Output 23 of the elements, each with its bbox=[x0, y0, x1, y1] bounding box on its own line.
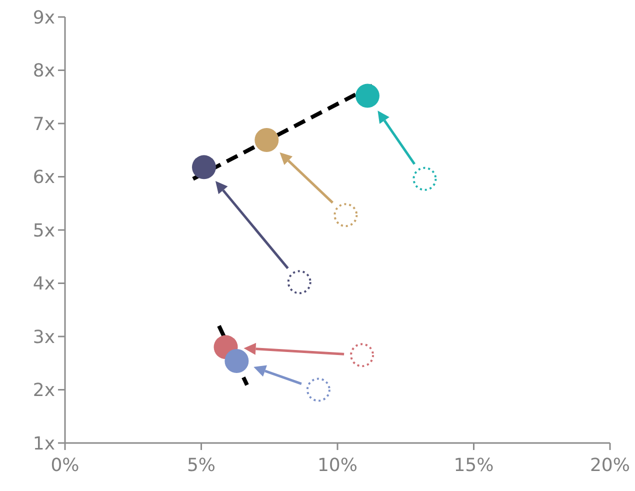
y-tick-label: 8x bbox=[32, 60, 56, 82]
point bbox=[350, 343, 374, 368]
x-tick-label: 15% bbox=[454, 455, 494, 476]
y-tick-label: 2x bbox=[32, 380, 56, 402]
y-tick-label: 9x bbox=[32, 7, 56, 28]
point bbox=[254, 128, 279, 152]
y-tick-label: 4x bbox=[32, 274, 56, 295]
y-tick-label: 1x bbox=[32, 433, 56, 454]
point bbox=[192, 155, 216, 180]
point bbox=[224, 348, 249, 373]
point bbox=[334, 203, 358, 228]
y-tick-label: 5x bbox=[32, 220, 56, 242]
point bbox=[355, 84, 380, 108]
x-tick-label: 0% bbox=[50, 455, 80, 476]
x-tick-label: 10% bbox=[317, 455, 358, 476]
x-tick-label: 20% bbox=[590, 455, 630, 476]
y-tick-label: 7x bbox=[32, 114, 56, 135]
y-tick-label: 3x bbox=[32, 326, 56, 348]
point bbox=[287, 270, 312, 294]
x-tick-label: 5% bbox=[186, 455, 216, 476]
y-tick-label: 6x bbox=[32, 167, 56, 188]
point bbox=[306, 378, 330, 402]
point bbox=[412, 166, 437, 191]
